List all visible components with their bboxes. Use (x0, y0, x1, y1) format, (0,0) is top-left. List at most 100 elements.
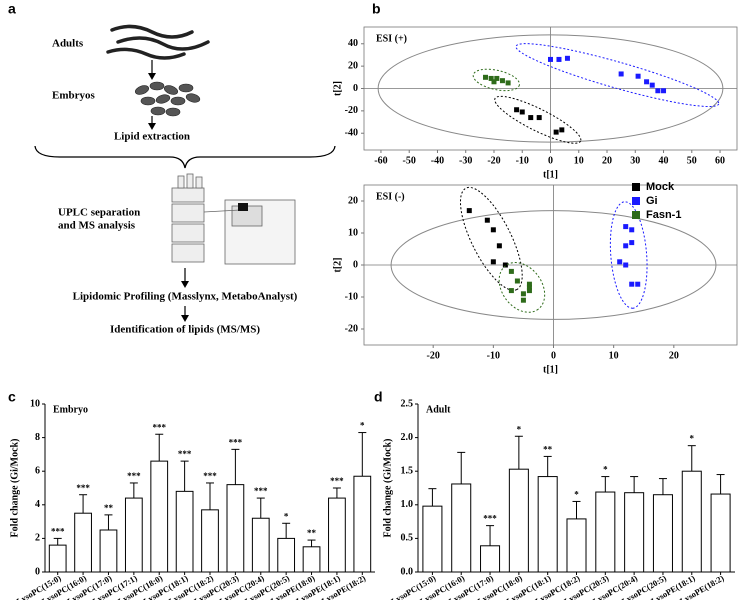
y-tick-label: 0 (35, 566, 40, 577)
point (514, 278, 520, 284)
legend-label: Mock (646, 181, 675, 193)
point (526, 281, 532, 287)
bar (353, 475, 372, 573)
point (494, 75, 500, 81)
bar (99, 529, 118, 573)
point (514, 107, 520, 113)
bar (124, 497, 143, 573)
point (528, 115, 534, 121)
x-tick-label: 0 (548, 155, 553, 166)
bar (624, 492, 645, 573)
y-tick-label: 1.5 (401, 465, 414, 476)
point (649, 82, 655, 88)
embryos-icon (134, 81, 201, 117)
y-tick-label: 40 (348, 38, 358, 49)
bar (681, 470, 702, 573)
point (466, 208, 472, 214)
x-tick-label: -40 (431, 155, 444, 166)
significance-label: * (603, 465, 608, 475)
point (526, 284, 532, 290)
point (490, 259, 496, 265)
arrow-head (148, 123, 156, 130)
point (508, 268, 514, 274)
workflow-diagram: Adults Embryos Lipid extraction UPLC sep… (34, 24, 336, 336)
point (623, 224, 629, 230)
x-tick-label: 10 (574, 155, 584, 166)
significance-label: * (690, 434, 695, 444)
significance-label: ** (307, 528, 317, 538)
panel-label: d (374, 389, 383, 405)
point (491, 79, 497, 85)
bar (226, 484, 245, 573)
y-tick-label: 6 (35, 465, 40, 476)
point (564, 55, 570, 61)
y-axis-label: Fold change (Gi/Mock) (9, 439, 20, 538)
step-label: Adults (52, 38, 84, 50)
y-tick-label: 4 (35, 499, 40, 510)
instrument-detail (238, 203, 248, 211)
y-axis-label: Fold change (Gi/Mock) (382, 439, 393, 538)
step-label: Lipid extraction (114, 131, 190, 143)
bar (480, 545, 501, 573)
y-tick-label: 0.0 (401, 566, 414, 577)
point (526, 288, 532, 294)
y-tick-label: -20 (345, 105, 358, 116)
x-tick-label: -20 (427, 350, 440, 361)
x-tick-label: 30 (630, 155, 640, 166)
bar (150, 460, 169, 573)
confidence-ellipse (377, 34, 724, 143)
significance-label: * (360, 421, 365, 431)
point (559, 127, 565, 133)
x-tick-label: 0 (551, 350, 556, 361)
legend-swatch (632, 197, 640, 205)
y-axis-label: t[2] (332, 258, 343, 273)
confidence-ellipse (390, 210, 717, 320)
legend-label: Gi (646, 195, 658, 207)
significance-label: * (517, 424, 522, 434)
step-label: Embryos (52, 90, 96, 102)
x-tick-label: -10 (516, 155, 529, 166)
point (488, 75, 494, 81)
bar (652, 494, 673, 573)
point (520, 297, 526, 303)
y-tick-label: -40 (345, 128, 358, 139)
group-ellipse (459, 186, 523, 291)
significance-label: ** (104, 503, 114, 513)
group-ellipse (515, 43, 720, 108)
point (490, 227, 496, 233)
bar (201, 509, 219, 573)
y-tick-label: 10 (348, 227, 358, 238)
legend-swatch (632, 211, 640, 219)
y-tick-label: 2 (35, 533, 40, 544)
y-tick-label: 20 (348, 195, 358, 206)
bar (595, 491, 616, 573)
arrow-head (181, 281, 189, 288)
significance-label: *** (127, 471, 141, 481)
x-axis-label: t[1] (543, 169, 558, 180)
point (635, 73, 641, 79)
point (484, 217, 490, 223)
y-tick-label: 0 (353, 83, 358, 94)
x-tick-label: 40 (659, 155, 669, 166)
significance-label: *** (178, 449, 192, 459)
bar (48, 544, 67, 573)
point (553, 129, 559, 135)
significance-label: *** (483, 514, 497, 524)
group-ellipse (498, 262, 546, 313)
x-tick-label: 60 (715, 155, 725, 166)
point (520, 291, 526, 297)
legend-label: Fasn-1 (646, 209, 681, 221)
instrument-icon (171, 173, 296, 265)
point (548, 56, 553, 62)
bar (251, 517, 270, 573)
bar (277, 537, 296, 573)
x-tick-label: 20 (602, 155, 612, 166)
bar (328, 497, 346, 573)
point (655, 88, 661, 94)
panel-label: a (8, 1, 16, 17)
point (505, 80, 511, 86)
step-label: and MS analysis (58, 220, 136, 232)
arrow-head (181, 315, 189, 322)
significance-label: *** (152, 422, 166, 432)
